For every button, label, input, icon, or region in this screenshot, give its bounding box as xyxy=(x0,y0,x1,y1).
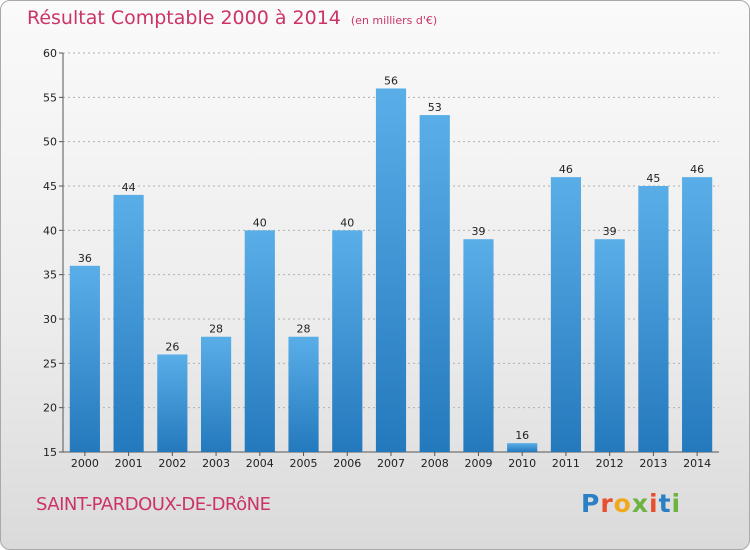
bar-value-label: 28 xyxy=(209,323,223,336)
x-tick-label: 2003 xyxy=(202,457,230,470)
y-tick-label: 20 xyxy=(43,402,57,415)
bar-value-label: 26 xyxy=(165,340,179,353)
logo-letter: i xyxy=(649,489,659,518)
y-tick-label: 35 xyxy=(43,269,57,282)
bar-2000[interactable] xyxy=(69,265,100,452)
x-tick-label: 2010 xyxy=(508,457,536,470)
bar-value-label: 40 xyxy=(340,216,354,229)
bar-2001[interactable] xyxy=(113,194,144,452)
x-tick-label: 2007 xyxy=(377,457,405,470)
x-tick-label: 2012 xyxy=(596,457,624,470)
bar-value-label: 39 xyxy=(471,225,485,238)
logo-letter: r xyxy=(600,489,614,518)
bar-2006[interactable] xyxy=(332,230,363,452)
bar-value-label: 56 xyxy=(384,74,398,87)
bar-2013[interactable] xyxy=(638,186,669,452)
bar-2012[interactable] xyxy=(594,239,625,452)
logo-letter: o xyxy=(613,489,632,518)
bar-value-label: 16 xyxy=(515,429,529,442)
bar-2003[interactable] xyxy=(200,336,232,452)
x-tick-label: 2014 xyxy=(683,457,711,470)
bar-2004[interactable] xyxy=(244,230,275,452)
bar-value-label: 28 xyxy=(297,323,311,336)
logo-letter: i xyxy=(671,489,682,518)
labels: 36 44 26 28 40 28 40 56 53 39 16 46 39 45 46 xyxy=(78,74,704,442)
bar-value-label: 44 xyxy=(122,181,136,194)
bar-2007[interactable] xyxy=(375,88,407,452)
chart-unit: (en milliers d'€) xyxy=(350,14,438,27)
x-tick-label: 2001 xyxy=(115,457,143,470)
bar-2008[interactable] xyxy=(419,115,450,453)
bar-value-label: 36 xyxy=(78,252,92,265)
chart-title-text: Résultat Comptable 2000 à 2014 xyxy=(27,7,341,29)
y-tick-label: 50 xyxy=(43,136,57,149)
bars xyxy=(69,88,713,453)
bar-2002[interactable] xyxy=(157,354,188,452)
bar-value-label: 39 xyxy=(603,225,617,238)
y-tick-label: 30 xyxy=(43,313,57,326)
y-tick-label: 15 xyxy=(43,446,57,459)
x-tick-label: 2006 xyxy=(333,457,361,470)
x-tick-label: 2008 xyxy=(421,457,449,470)
logo-letter: t xyxy=(658,489,672,518)
y-tick-label: 45 xyxy=(43,180,57,193)
x-tick-label: 2000 xyxy=(71,457,99,470)
x-tick-label: 2002 xyxy=(158,457,186,470)
x-tick-label: 2009 xyxy=(464,457,492,470)
x-tick-label: 2013 xyxy=(639,457,667,470)
commune-name: SAINT-PARDOUX-DE-DRôNE xyxy=(36,494,271,515)
logo-letter: P xyxy=(581,489,601,518)
bar-value-label: 45 xyxy=(646,172,660,185)
x-tick-label: 2011 xyxy=(552,457,580,470)
y-tick-label: 25 xyxy=(43,357,57,370)
bar-value-label: 46 xyxy=(690,163,704,176)
bar-2010[interactable] xyxy=(507,443,538,452)
bar-2011[interactable] xyxy=(550,177,582,452)
bar-value-label: 53 xyxy=(428,101,442,114)
logo-letter: x xyxy=(631,489,649,518)
y-tick-label: 55 xyxy=(43,91,57,104)
bar-2009[interactable] xyxy=(463,239,494,452)
chart-title: Résultat Comptable 2000 à 2014 (en millie… xyxy=(27,7,437,29)
y-tick-label: 60 xyxy=(43,47,57,60)
x-tick-label: 2004 xyxy=(246,457,274,470)
x-tick-label: 2005 xyxy=(290,457,318,470)
bar-value-label: 40 xyxy=(253,216,267,229)
bar-value-label: 46 xyxy=(559,163,573,176)
bar-2005[interactable] xyxy=(288,336,319,452)
y-tick-label: 40 xyxy=(43,224,57,237)
bar-2014[interactable] xyxy=(682,177,713,452)
axes: 15 20 25 30 35 40 45 50 55 60 2000 2001 2002 2003 2004… xyxy=(43,47,719,470)
proxiti-logo[interactable]: Proxiti xyxy=(581,489,681,518)
